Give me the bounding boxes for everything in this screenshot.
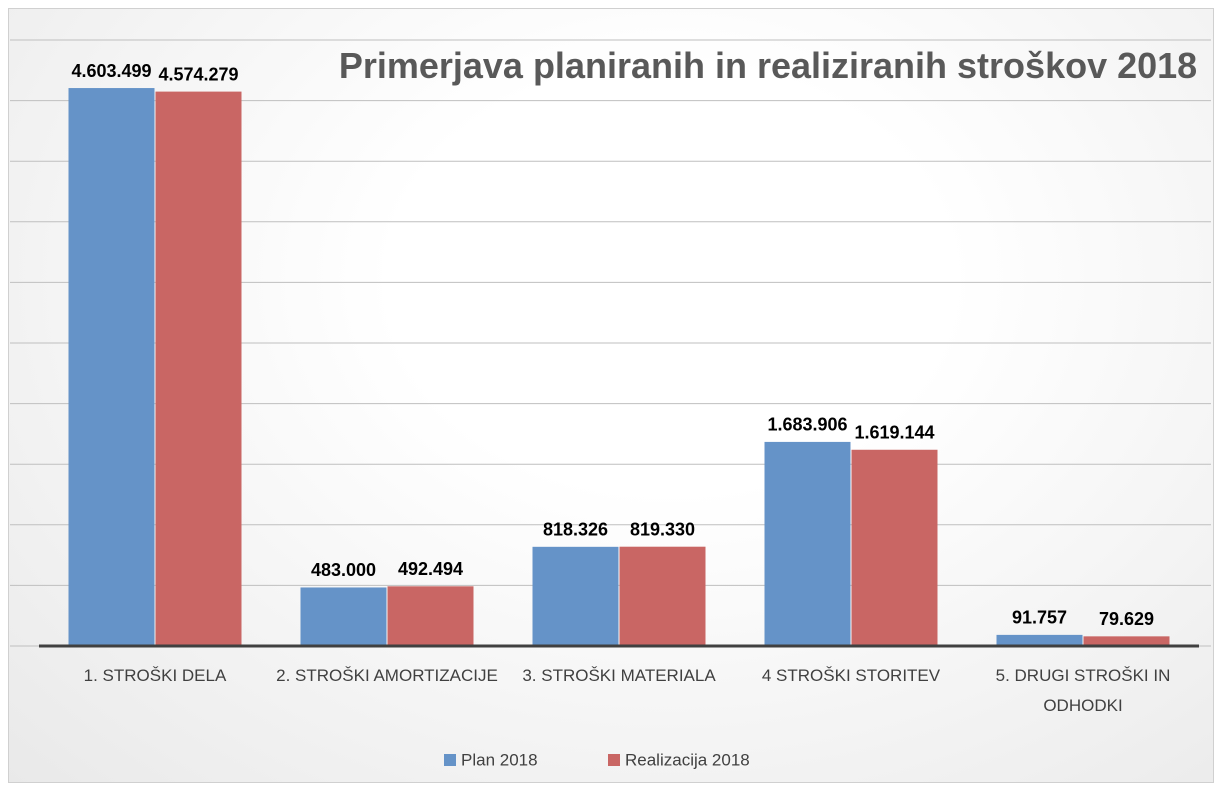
- data-label: 79.629: [1099, 609, 1154, 629]
- data-label: 1.619.144: [854, 423, 934, 443]
- bar: [1083, 636, 1170, 646]
- bar: [68, 88, 155, 647]
- bar: [619, 546, 706, 646]
- legend-label: Realizacija 2018: [625, 750, 750, 769]
- x-tick-label: 3. STROŠKI MATERIALA: [522, 666, 716, 685]
- chart-title: Primerjava planiranih in realiziranih st…: [338, 45, 1198, 86]
- bar: [155, 91, 242, 646]
- bar: [532, 546, 619, 646]
- data-label: 492.494: [398, 559, 463, 579]
- x-tick-label: 2. STROŠKI AMORTIZACIJE: [276, 666, 498, 685]
- data-label: 4.603.499: [71, 61, 151, 81]
- bar: [300, 587, 387, 646]
- bar: [764, 441, 851, 646]
- data-label: 483.000: [311, 560, 376, 580]
- bar: [851, 449, 938, 646]
- data-label: 1.683.906: [767, 415, 847, 435]
- x-tick-label: 5. DRUGI STROŠKI IN ODHODKI: [995, 666, 1171, 715]
- data-label: 819.330: [630, 519, 695, 539]
- bar: [996, 634, 1083, 646]
- legend-label: Plan 2018: [461, 750, 538, 769]
- data-label: 818.326: [543, 520, 608, 540]
- x-tick-label: 4 STROŠKI STORITEV: [761, 666, 941, 685]
- legend-swatch: [608, 754, 620, 766]
- data-label: 4.574.279: [158, 64, 238, 84]
- legend-swatch: [444, 754, 456, 766]
- data-label: 91.757: [1012, 608, 1067, 628]
- bar: [387, 586, 474, 646]
- x-tick-label: 1. STROŠKI DELA: [83, 666, 227, 685]
